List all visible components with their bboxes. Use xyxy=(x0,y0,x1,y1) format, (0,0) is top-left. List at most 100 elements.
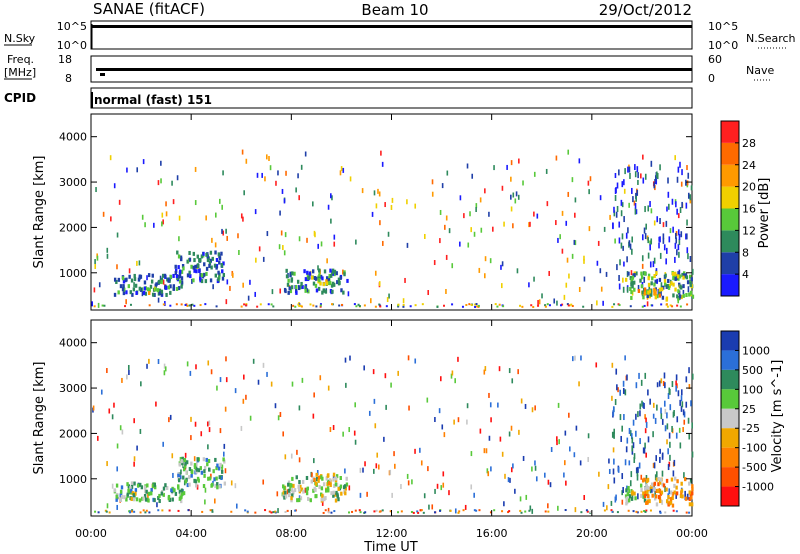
baseline-echo xyxy=(461,305,464,308)
scatter-echo xyxy=(564,430,567,436)
baseline-echo xyxy=(299,304,302,307)
colorbar-tick-label: 8 xyxy=(742,246,749,259)
region-echo xyxy=(322,282,326,287)
scatter-echo xyxy=(161,221,163,227)
scatter-echo xyxy=(470,484,473,490)
baseline-echo xyxy=(669,304,672,307)
region-echo xyxy=(670,477,674,482)
region-echo xyxy=(289,486,292,491)
region-echo xyxy=(691,294,695,299)
region-echo xyxy=(143,280,147,285)
scatter-echo xyxy=(275,180,277,186)
region-echo xyxy=(209,278,213,283)
colorbar-tick-label: 20 xyxy=(742,181,756,194)
scatter-echo xyxy=(623,179,625,186)
scatter-echo xyxy=(553,298,556,304)
scatter-echo xyxy=(133,461,135,467)
region-echo xyxy=(291,476,294,481)
region-echo xyxy=(660,287,664,292)
region-echo xyxy=(177,484,180,489)
region-echo xyxy=(119,489,123,494)
scatter-echo xyxy=(561,248,564,254)
scatter-echo xyxy=(448,228,451,234)
baseline-echo xyxy=(519,509,522,512)
scatter-echo xyxy=(612,468,615,475)
scatter-echo xyxy=(664,425,667,432)
scatter-echo xyxy=(642,177,645,184)
region-echo xyxy=(130,484,134,489)
scatter-echo xyxy=(240,213,243,219)
region-echo xyxy=(307,275,310,280)
scatter-echo xyxy=(390,382,392,388)
scatter-echo xyxy=(666,423,669,430)
region-echo xyxy=(221,269,224,274)
region-echo xyxy=(115,483,119,488)
scatter-echo xyxy=(624,389,627,396)
scatter-echo xyxy=(631,492,634,499)
scatter-echo xyxy=(587,456,590,462)
scatter-echo xyxy=(512,463,514,469)
region-echo xyxy=(183,457,187,462)
region-echo xyxy=(183,464,187,469)
scatter-echo xyxy=(388,293,390,299)
region-echo xyxy=(325,475,329,480)
baseline-echo xyxy=(359,511,362,514)
scatter-echo xyxy=(514,198,517,204)
baseline-echo xyxy=(378,510,381,513)
region-echo xyxy=(641,478,645,483)
region-echo xyxy=(328,481,331,486)
region-echo xyxy=(287,278,290,283)
scatter-echo xyxy=(681,201,683,208)
scatter-echo xyxy=(349,176,352,182)
scatter-echo xyxy=(639,410,641,417)
scatter-echo xyxy=(298,236,301,242)
scatter-echo xyxy=(661,418,664,425)
region-echo xyxy=(165,486,169,491)
region-echo xyxy=(679,493,683,498)
scatter-echo xyxy=(466,163,469,169)
baseline-echo xyxy=(474,303,477,306)
region-echo xyxy=(139,482,142,487)
region-echo xyxy=(311,275,314,280)
baseline-echo xyxy=(470,303,473,306)
region-echo xyxy=(302,489,305,494)
scatter-echo xyxy=(407,480,410,486)
region-echo xyxy=(210,483,213,488)
scatter-echo xyxy=(381,240,384,246)
region-echo xyxy=(647,494,650,499)
scatter-echo xyxy=(675,374,678,381)
scatter-echo xyxy=(480,227,483,233)
region-echo xyxy=(671,271,675,276)
region-echo xyxy=(324,289,328,294)
scatter-echo xyxy=(650,208,653,214)
baseline-echo xyxy=(142,509,145,512)
region-echo xyxy=(647,276,650,281)
scatter-echo xyxy=(463,213,465,219)
region-echo xyxy=(337,497,340,502)
scatter-echo xyxy=(97,302,100,308)
baseline-echo xyxy=(561,303,564,306)
scatter-echo xyxy=(588,189,590,195)
scatter-echo xyxy=(569,446,571,452)
scatter-echo xyxy=(354,402,357,408)
scatter-echo xyxy=(677,229,680,236)
scatter-echo xyxy=(675,432,678,439)
region-echo xyxy=(332,493,335,498)
baseline-echo xyxy=(414,304,417,307)
baseline-echo xyxy=(341,303,344,306)
scatter-echo xyxy=(406,473,409,479)
baseline-echo xyxy=(363,304,366,307)
region-echo xyxy=(177,254,181,259)
region-echo xyxy=(667,285,671,290)
cpid-value: normal (fast) 151 xyxy=(94,93,212,107)
region-echo xyxy=(143,485,147,490)
scatter-echo xyxy=(157,359,160,365)
scatter-echo xyxy=(654,417,657,424)
scatter-echo xyxy=(473,492,475,498)
scatter-echo xyxy=(342,167,345,173)
scatter-echo xyxy=(690,185,693,191)
scatter-echo xyxy=(680,231,683,238)
scatter-echo xyxy=(142,159,145,165)
scatter-echo xyxy=(685,401,688,408)
